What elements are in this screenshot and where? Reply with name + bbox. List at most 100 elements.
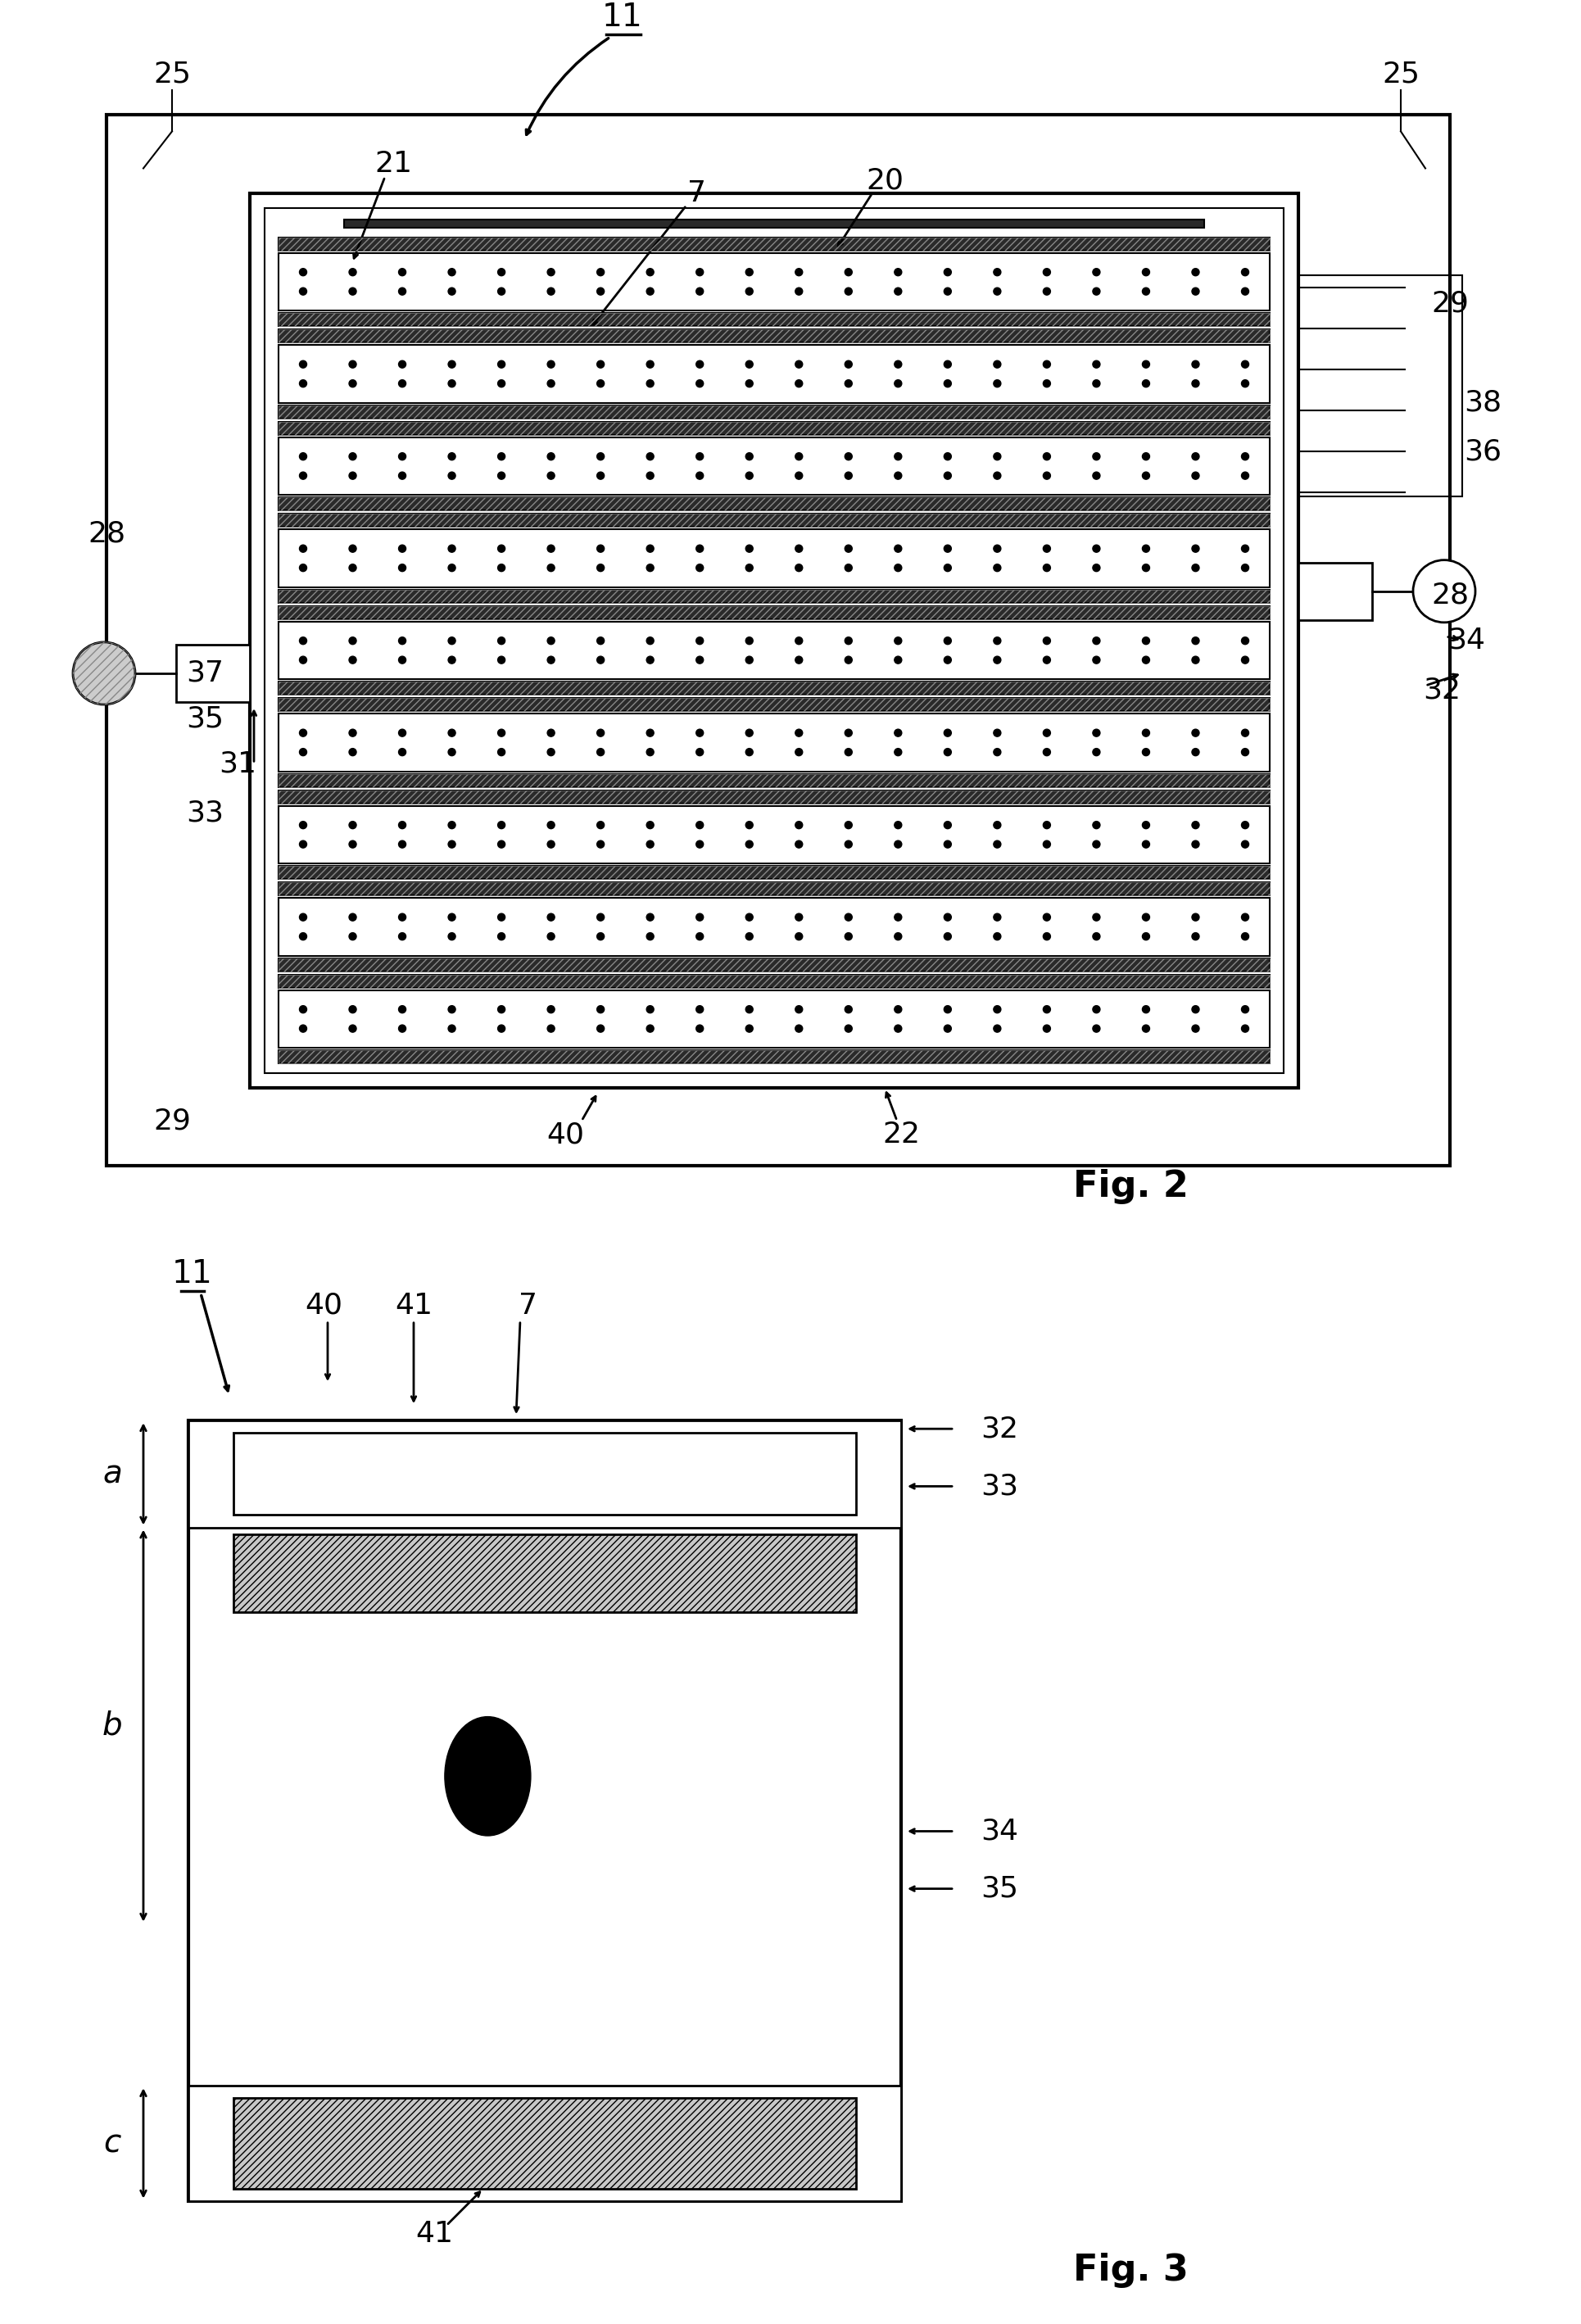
Circle shape <box>398 932 406 941</box>
Circle shape <box>299 544 307 553</box>
Circle shape <box>696 841 704 848</box>
Text: 20: 20 <box>866 167 904 195</box>
Bar <box>188 1420 901 1527</box>
Circle shape <box>1043 913 1050 920</box>
Circle shape <box>1143 360 1149 367</box>
Circle shape <box>844 730 852 737</box>
Text: 32: 32 <box>980 1415 1018 1443</box>
Circle shape <box>895 637 901 644</box>
Circle shape <box>746 637 753 644</box>
Circle shape <box>349 748 356 755</box>
Circle shape <box>696 379 704 388</box>
Circle shape <box>1241 655 1249 665</box>
Circle shape <box>746 270 753 277</box>
Circle shape <box>1192 820 1200 830</box>
Circle shape <box>647 472 655 479</box>
Circle shape <box>895 655 901 665</box>
Bar <box>278 607 1270 618</box>
Circle shape <box>398 820 406 830</box>
Circle shape <box>895 1006 901 1013</box>
Bar <box>278 681 1270 695</box>
Text: 34: 34 <box>1448 627 1485 655</box>
Circle shape <box>1092 820 1100 830</box>
Bar <box>1298 562 1372 621</box>
Circle shape <box>1241 453 1249 460</box>
Bar <box>278 867 1270 878</box>
Circle shape <box>1192 730 1200 737</box>
Bar <box>278 957 1270 971</box>
Circle shape <box>598 453 604 460</box>
Circle shape <box>993 637 1001 644</box>
Text: 32: 32 <box>1423 676 1461 704</box>
Circle shape <box>447 655 455 665</box>
Circle shape <box>1192 841 1200 848</box>
Circle shape <box>447 932 455 941</box>
Circle shape <box>795 820 803 830</box>
Bar <box>278 806 1270 865</box>
Circle shape <box>1043 544 1050 553</box>
Circle shape <box>547 841 555 848</box>
Bar <box>234 1434 855 1515</box>
Circle shape <box>647 360 655 367</box>
Circle shape <box>993 453 1001 460</box>
Circle shape <box>696 932 704 941</box>
Circle shape <box>895 270 901 277</box>
Circle shape <box>647 379 655 388</box>
Circle shape <box>993 730 1001 737</box>
Circle shape <box>1092 655 1100 665</box>
Text: 29: 29 <box>1431 290 1469 318</box>
Circle shape <box>1192 637 1200 644</box>
Bar <box>345 218 1205 228</box>
Circle shape <box>498 472 504 479</box>
Circle shape <box>1241 913 1249 920</box>
Circle shape <box>844 932 852 941</box>
Circle shape <box>598 379 604 388</box>
Circle shape <box>746 655 753 665</box>
Circle shape <box>547 360 555 367</box>
Circle shape <box>895 1025 901 1032</box>
Circle shape <box>895 841 901 848</box>
Circle shape <box>498 730 504 737</box>
Bar <box>278 897 1270 955</box>
Bar <box>278 681 1270 695</box>
Circle shape <box>547 288 555 295</box>
Circle shape <box>844 1006 852 1013</box>
Circle shape <box>1192 288 1200 295</box>
Circle shape <box>993 1006 1001 1013</box>
Text: 22: 22 <box>882 1120 920 1148</box>
Circle shape <box>299 730 307 737</box>
Circle shape <box>1092 288 1100 295</box>
Circle shape <box>696 1006 704 1013</box>
Circle shape <box>1192 655 1200 665</box>
Circle shape <box>844 472 852 479</box>
Circle shape <box>944 932 952 941</box>
Text: 25: 25 <box>1382 60 1420 88</box>
Text: 36: 36 <box>1464 437 1502 465</box>
Circle shape <box>944 655 952 665</box>
Circle shape <box>1143 841 1149 848</box>
Circle shape <box>398 1025 406 1032</box>
Circle shape <box>746 379 753 388</box>
Circle shape <box>598 820 604 830</box>
Circle shape <box>398 730 406 737</box>
Circle shape <box>1092 1025 1100 1032</box>
Circle shape <box>299 270 307 277</box>
Circle shape <box>547 453 555 460</box>
Circle shape <box>795 932 803 941</box>
Circle shape <box>349 270 356 277</box>
Circle shape <box>498 1025 504 1032</box>
Circle shape <box>746 820 753 830</box>
Circle shape <box>746 472 753 479</box>
Bar <box>278 344 1270 402</box>
Circle shape <box>1241 1025 1249 1032</box>
Circle shape <box>944 820 952 830</box>
Circle shape <box>746 730 753 737</box>
Circle shape <box>447 1025 455 1032</box>
Circle shape <box>1241 841 1249 848</box>
Circle shape <box>1241 932 1249 941</box>
Circle shape <box>993 360 1001 367</box>
Circle shape <box>349 544 356 553</box>
Circle shape <box>844 379 852 388</box>
Circle shape <box>647 1025 655 1032</box>
Circle shape <box>895 544 901 553</box>
